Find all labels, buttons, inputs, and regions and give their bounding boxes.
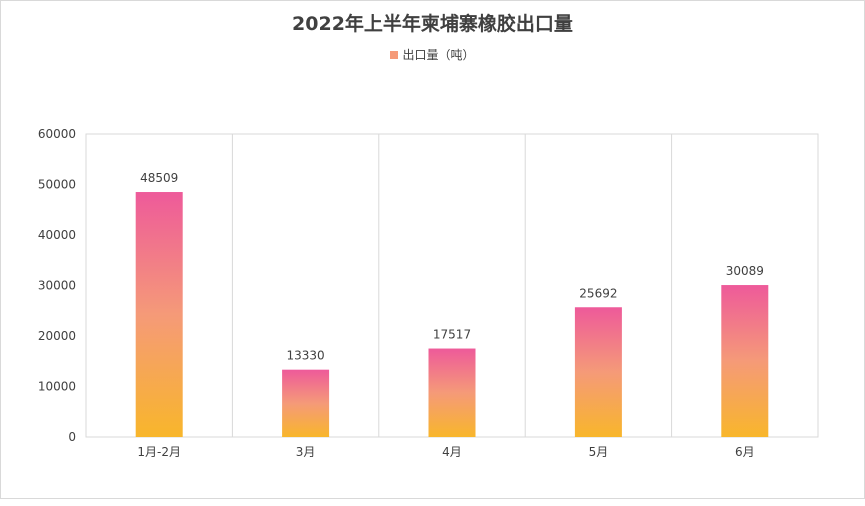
data-label: 17517 <box>433 328 471 342</box>
chart-title: 2022年上半年柬埔寨橡胶出口量 <box>292 13 573 35</box>
legend-label: 出口量（吨） <box>402 48 475 62</box>
bar[interactable] <box>721 285 769 437</box>
x-tick-label: 4月 <box>442 445 462 459</box>
y-tick-label: 30000 <box>38 279 76 293</box>
legend-swatch <box>390 50 399 59</box>
bar[interactable] <box>135 192 183 437</box>
data-label: 48509 <box>140 171 178 185</box>
x-tick-label: 5月 <box>589 445 609 459</box>
data-label: 25692 <box>579 286 617 300</box>
x-tick-label: 3月 <box>296 445 316 459</box>
y-tick-label: 10000 <box>38 380 76 394</box>
y-tick-label: 40000 <box>38 228 76 242</box>
bar[interactable] <box>282 369 330 437</box>
y-tick-label: 20000 <box>38 329 76 343</box>
bar[interactable] <box>574 307 622 437</box>
data-label: 13330 <box>287 349 325 363</box>
x-tick-label: 1月-2月 <box>137 445 181 459</box>
chart-legend: 出口量（吨） <box>0 46 865 63</box>
y-tick-label: 60000 <box>38 127 76 141</box>
x-tick-label: 6月 <box>735 445 755 459</box>
y-tick-label: 0 <box>68 430 76 444</box>
bar[interactable] <box>428 348 476 437</box>
data-label: 30089 <box>726 264 764 278</box>
y-tick-label: 50000 <box>38 178 76 192</box>
